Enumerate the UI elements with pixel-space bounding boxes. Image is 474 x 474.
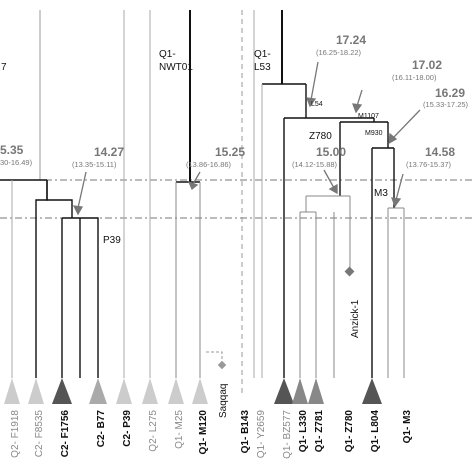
ci-14-27: (13.35-15.11) xyxy=(72,160,117,169)
leaf-label-l275: Q2- L275 xyxy=(148,410,159,452)
leaf-label-b143: Q1- B143 xyxy=(240,410,251,454)
leaf-label-z781: Q1- Z781 xyxy=(314,410,325,453)
leaf-label-b77: C2- B77 xyxy=(96,410,107,448)
node-l53-line1: Q1- xyxy=(254,49,271,60)
leaf-labels: Q2- F1918 C2- F8535 C2- F1756 C2- B77 C2- P3… xyxy=(10,410,413,459)
triangle-l804 xyxy=(362,378,382,404)
triangle-l330 xyxy=(274,378,294,404)
triangle-f8535 xyxy=(28,378,44,404)
age-arrows xyxy=(72,61,421,216)
time-reference-lines xyxy=(0,10,474,395)
node-m930: M930 xyxy=(365,130,383,137)
triangle-z781a xyxy=(292,378,308,404)
clade-triangles xyxy=(4,378,382,404)
node-p39: P39 xyxy=(103,235,121,246)
leaf-label-l804: Q1- L804 xyxy=(370,410,381,453)
p39-branch xyxy=(62,217,99,378)
right-tree xyxy=(253,10,405,378)
triangle-m25 xyxy=(142,378,158,404)
node-m3: M3 xyxy=(374,188,388,199)
leaf-label-bz577: Q1- BZ577 xyxy=(282,410,293,459)
age-labels: 14.27 (13.35-15.11) 15.25 (13.86-16.86) … xyxy=(72,33,469,169)
triangle-m120 xyxy=(168,378,184,404)
node-l54: L54 xyxy=(311,101,323,108)
age-16-29: 16.29 xyxy=(435,86,465,100)
age-17-24: 17.24 xyxy=(336,33,366,47)
leaf-label-m120: Q1- M120 xyxy=(198,410,209,455)
leaf-label-f1756: C2- F1756 xyxy=(60,410,71,458)
ci-17-24: (16.25-18.22) xyxy=(316,48,362,57)
age-17-02: 17.02 xyxy=(412,58,442,72)
age-14-27: 14.27 xyxy=(94,145,124,159)
ci-16-29: (15.33-17.25) xyxy=(423,100,469,109)
age-14-58: 14.58 xyxy=(425,145,455,159)
node-nwt01-line2: NWT01 xyxy=(159,62,193,73)
ancient-sample-markers xyxy=(217,266,355,370)
leaf-label-y2659: Q1- Y2659 xyxy=(256,410,267,459)
leaf-label-z780: Q1- Z780 xyxy=(344,410,355,453)
node-m1107: M1107 xyxy=(358,113,379,120)
ci-15-00: (14.12-15.88) xyxy=(292,160,338,169)
age-15-25: 15.25 xyxy=(215,145,245,159)
triangle-z781b xyxy=(308,378,324,404)
saqqaq-label: Saqqaq xyxy=(218,384,229,418)
leaf-label-m25: Q1- M25 xyxy=(174,410,185,449)
left-age-label: 5.35 xyxy=(0,143,24,157)
left-tree xyxy=(0,10,223,378)
saqqaq-marker xyxy=(217,360,227,370)
leaf-label-p39: C2- P39 xyxy=(122,410,133,447)
left-ci-label: 30-16.49) xyxy=(0,158,33,167)
ci-17-02: (16.11-18.00) xyxy=(392,73,437,82)
node-l53-line2: L53 xyxy=(254,62,271,73)
leaf-label-l330: Q1- L330 xyxy=(298,410,309,453)
saqqaq-branch xyxy=(206,351,223,365)
left-top-label: 7 xyxy=(1,62,7,73)
triangle-p39 xyxy=(89,378,107,404)
age-15-00: 15.00 xyxy=(316,145,346,159)
node-labels: Q1- NWT01 Q1- L53 L54 M1107 Z780 M930 M3… xyxy=(103,49,388,246)
triangle-l275 xyxy=(116,378,132,404)
triangle-b143 xyxy=(192,378,208,404)
leaf-label-f8535: C2- F8535 xyxy=(34,410,45,458)
ci-15-25: (13.86-16.86) xyxy=(186,160,232,169)
ancient-labels: Anzick-1 Saqqaq xyxy=(218,299,361,418)
triangle-f1756 xyxy=(52,378,72,404)
node-z780: Z780 xyxy=(309,131,332,142)
ci-14-58: (13.76-15.37) xyxy=(406,160,452,169)
edge-labels: 7 5.35 30-16.49) xyxy=(0,62,33,167)
leaf-label-f1918: Q2- F1918 xyxy=(10,410,21,458)
node-nwt01-line1: Q1- xyxy=(159,49,176,60)
leaf-label-m3: Q1- M3 xyxy=(402,410,413,444)
triangle-f1918 xyxy=(4,378,20,404)
anzick-marker xyxy=(344,266,355,277)
anzick-label: Anzick-1 xyxy=(350,299,361,338)
